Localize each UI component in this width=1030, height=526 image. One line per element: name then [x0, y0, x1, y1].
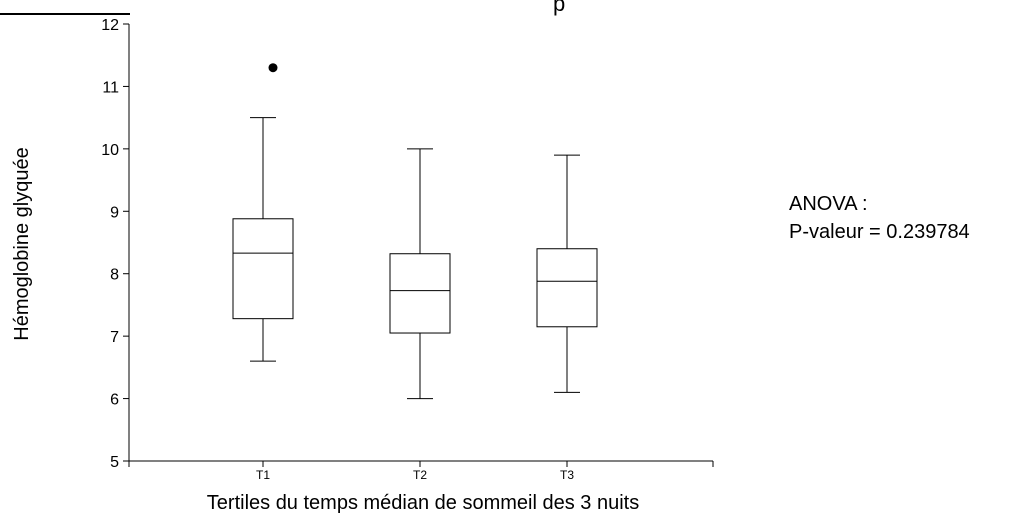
y-axis-label: Hémoglobine glyquée [11, 147, 33, 340]
y-tick-label: 9 [110, 204, 119, 221]
y-tick-label: 7 [110, 329, 119, 346]
interquartile-box [536, 248, 598, 328]
anova-annotation: ANOVA : P-valeur = 0.239784 [789, 193, 970, 243]
box-t1 [232, 63, 294, 362]
x-tick-label: T3 [560, 468, 574, 482]
axes-layer: 5 6 7 8 9 10 11 12 T1 T2 T3 [101, 17, 714, 482]
outlier-point [268, 63, 278, 73]
anova-label: ANOVA : [789, 193, 868, 215]
box-t3 [536, 154, 598, 393]
box-t2 [389, 148, 451, 400]
interquartile-box [389, 253, 451, 334]
header-fragment: p [553, 0, 565, 16]
y-tick-label: 10 [101, 142, 119, 159]
y-tick-label: 5 [110, 454, 119, 471]
p-value-label: P-valeur = 0.239784 [789, 221, 970, 243]
boxes-layer [232, 63, 598, 400]
y-tick-label: 12 [101, 17, 119, 34]
y-tick-label: 11 [102, 79, 119, 96]
y-tick-label: 6 [110, 392, 119, 409]
x-axis-label: Tertiles du temps médian de sommeil des … [207, 492, 639, 514]
header-layer: p [0, 0, 565, 16]
interquartile-box [232, 218, 294, 320]
y-tick-label: 8 [110, 267, 119, 284]
x-tick-label: T2 [413, 468, 427, 482]
x-tick-label: T1 [256, 468, 270, 482]
